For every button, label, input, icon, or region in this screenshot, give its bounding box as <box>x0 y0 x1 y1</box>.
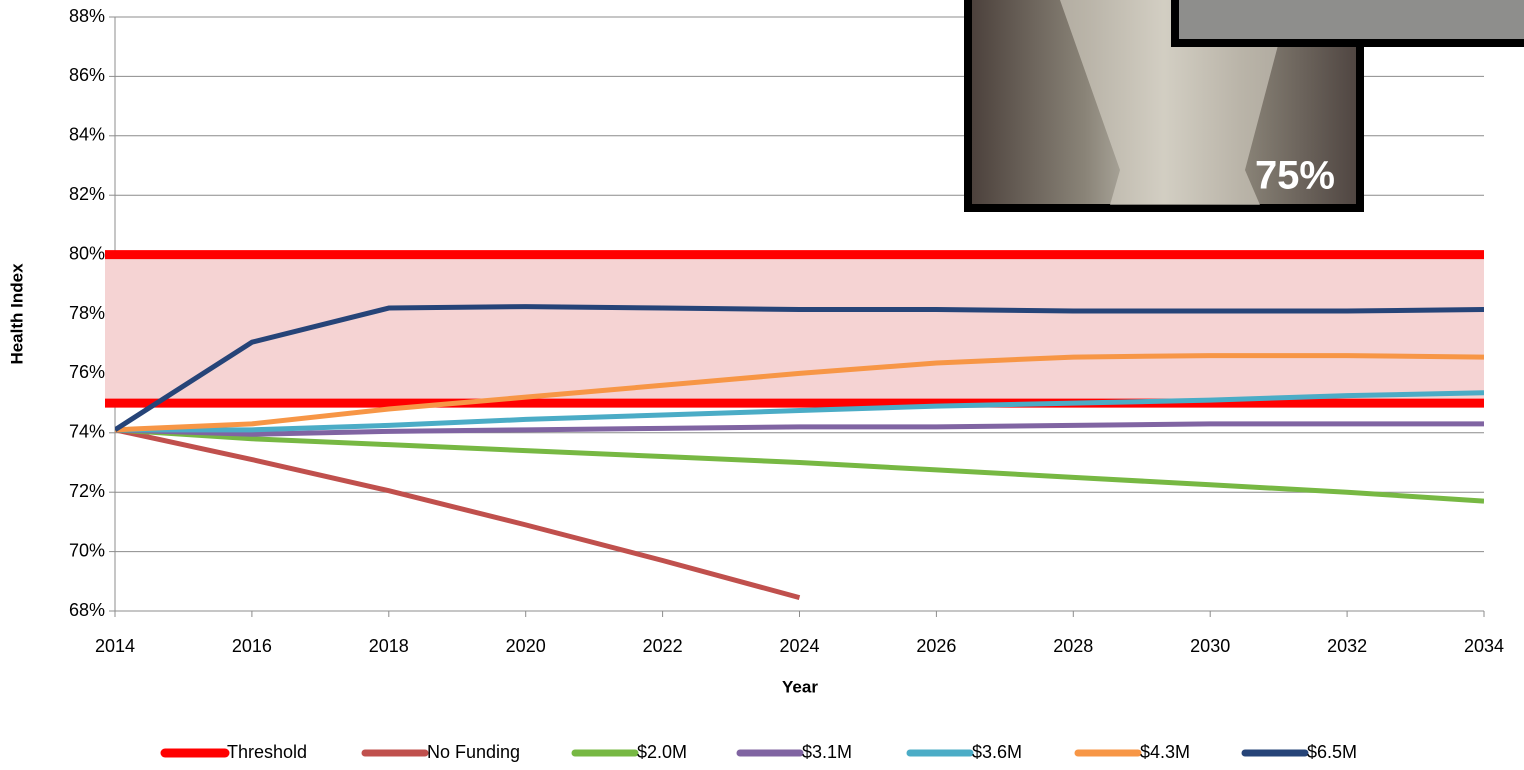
series-line <box>115 304 1484 432</box>
threshold-band <box>105 254 1484 404</box>
legend-label: $2.0M <box>637 742 687 762</box>
x-tick-label: 2024 <box>779 636 819 656</box>
series-line <box>115 427 1484 504</box>
y-tick-label: 76% <box>69 362 105 382</box>
legend-label: $6.5M <box>1307 742 1357 762</box>
x-tick-label: 2016 <box>232 636 272 656</box>
inset-label: 75% <box>1255 154 1335 198</box>
y-tick-label: 74% <box>69 422 105 442</box>
x-tick-label: 2014 <box>95 636 135 656</box>
y-tick-label: 84% <box>69 125 105 145</box>
y-tick-label: 88% <box>69 6 105 26</box>
legend-label: $3.1M <box>802 742 852 762</box>
series-line <box>115 390 1484 433</box>
y-axis-title: Health Index <box>7 263 26 365</box>
legend-label: $3.6M <box>972 742 1022 762</box>
series-line <box>115 353 1484 433</box>
x-tick-label: 2026 <box>916 636 956 656</box>
x-tick-label: 2020 <box>506 636 546 656</box>
y-tick-label: 72% <box>69 481 105 501</box>
x-axis-title: Year <box>782 677 818 696</box>
y-tick-label: 80% <box>69 243 105 263</box>
x-tick-label: 2028 <box>1053 636 1093 656</box>
y-tick-label: 78% <box>69 303 105 323</box>
y-tick-label: 70% <box>69 540 105 560</box>
series-line <box>115 421 1484 437</box>
x-tick-label: 2032 <box>1327 636 1367 656</box>
legend-label: No Funding <box>427 742 520 762</box>
y-tick-label: 86% <box>69 65 105 85</box>
series-line <box>115 427 801 601</box>
y-tick-label: 82% <box>69 184 105 204</box>
photo-inset: 75% <box>964 0 1524 212</box>
y-tick-label: 68% <box>69 600 105 620</box>
x-tick-label: 2018 <box>369 636 409 656</box>
legend-label: Threshold <box>227 742 307 762</box>
x-tick-label: 2022 <box>643 636 683 656</box>
legend-label: $4.3M <box>1140 742 1190 762</box>
x-tick-label: 2034 <box>1464 636 1504 656</box>
x-tick-label: 2030 <box>1190 636 1230 656</box>
